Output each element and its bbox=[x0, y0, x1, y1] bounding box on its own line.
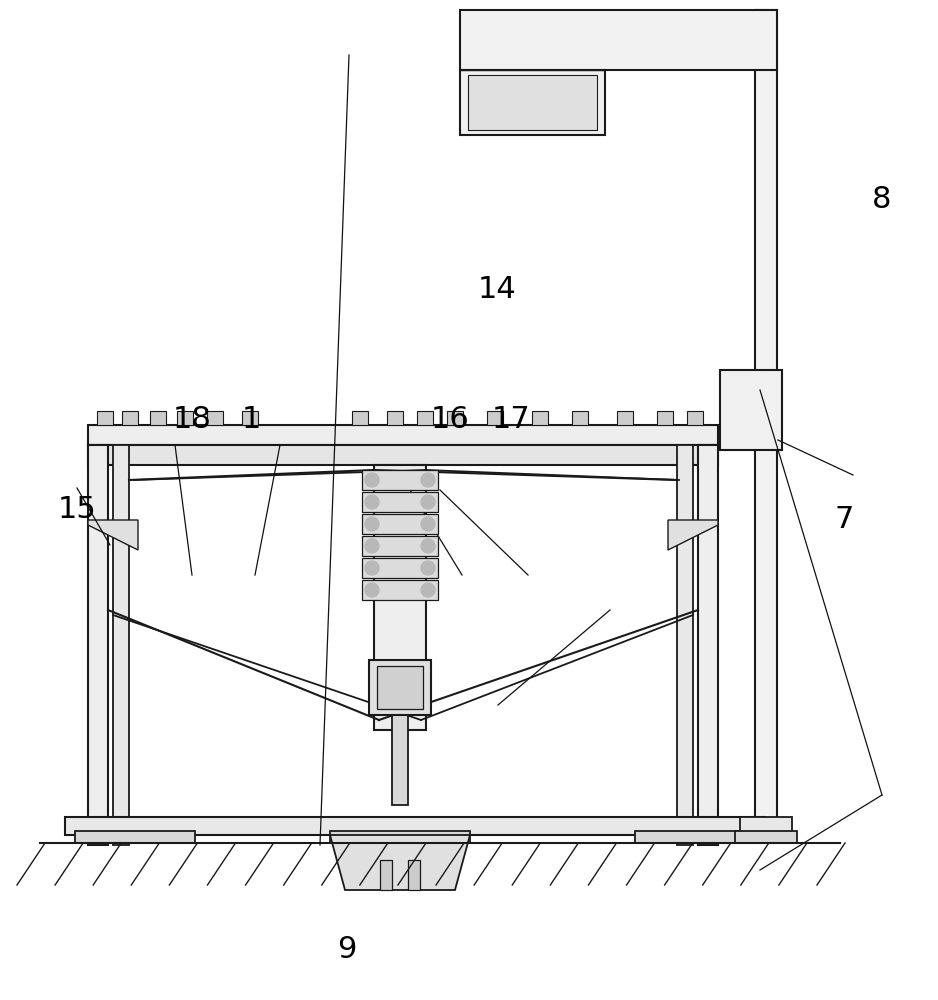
Bar bbox=[377, 666, 423, 709]
Bar bbox=[677, 445, 693, 845]
Bar bbox=[460, 10, 777, 70]
Circle shape bbox=[365, 473, 379, 487]
Bar bbox=[65, 817, 765, 835]
Bar bbox=[113, 445, 129, 845]
Bar bbox=[755, 10, 777, 825]
Bar bbox=[392, 715, 408, 805]
Text: 15: 15 bbox=[57, 495, 97, 524]
Bar bbox=[362, 470, 438, 490]
Bar bbox=[380, 860, 392, 890]
Bar bbox=[572, 411, 588, 425]
Bar bbox=[207, 411, 223, 425]
Bar bbox=[88, 425, 718, 445]
Bar bbox=[97, 411, 113, 425]
Text: 17: 17 bbox=[492, 405, 531, 434]
Bar bbox=[408, 860, 420, 890]
Bar bbox=[735, 831, 797, 843]
Bar bbox=[698, 445, 718, 845]
Bar bbox=[330, 831, 470, 843]
Bar bbox=[387, 411, 403, 425]
Bar bbox=[687, 411, 703, 425]
Polygon shape bbox=[330, 835, 470, 890]
Text: 7: 7 bbox=[835, 506, 854, 534]
Bar bbox=[242, 411, 258, 425]
Circle shape bbox=[365, 561, 379, 575]
Polygon shape bbox=[668, 520, 718, 550]
Text: 1: 1 bbox=[242, 405, 261, 434]
Bar bbox=[374, 465, 426, 730]
Bar bbox=[487, 411, 503, 425]
Bar bbox=[150, 411, 166, 425]
Circle shape bbox=[421, 583, 435, 597]
Bar bbox=[75, 831, 195, 843]
Circle shape bbox=[365, 495, 379, 509]
Bar bbox=[740, 817, 792, 835]
Text: 8: 8 bbox=[872, 186, 891, 215]
Bar bbox=[369, 660, 431, 715]
Text: 14: 14 bbox=[477, 275, 517, 304]
Bar bbox=[362, 580, 438, 600]
Bar bbox=[468, 75, 597, 130]
Bar bbox=[352, 411, 368, 425]
Circle shape bbox=[421, 561, 435, 575]
Text: 9: 9 bbox=[338, 936, 356, 964]
Circle shape bbox=[365, 539, 379, 553]
Bar bbox=[657, 411, 673, 425]
Polygon shape bbox=[88, 520, 138, 550]
Circle shape bbox=[421, 539, 435, 553]
Bar bbox=[362, 536, 438, 556]
Bar bbox=[635, 831, 755, 843]
Bar bbox=[122, 411, 138, 425]
Circle shape bbox=[365, 583, 379, 597]
Bar bbox=[720, 370, 782, 450]
Bar bbox=[88, 445, 108, 845]
Text: 18: 18 bbox=[173, 405, 212, 434]
Bar bbox=[362, 558, 438, 578]
Bar bbox=[362, 514, 438, 534]
Circle shape bbox=[421, 473, 435, 487]
Circle shape bbox=[365, 517, 379, 531]
Bar bbox=[447, 411, 463, 425]
Circle shape bbox=[421, 495, 435, 509]
Circle shape bbox=[421, 517, 435, 531]
Bar bbox=[88, 445, 718, 465]
Bar bbox=[417, 411, 433, 425]
Bar bbox=[177, 411, 193, 425]
Bar bbox=[362, 492, 438, 512]
Bar bbox=[532, 411, 548, 425]
Text: 16: 16 bbox=[431, 405, 470, 434]
Bar bbox=[617, 411, 633, 425]
Bar bbox=[460, 70, 605, 135]
